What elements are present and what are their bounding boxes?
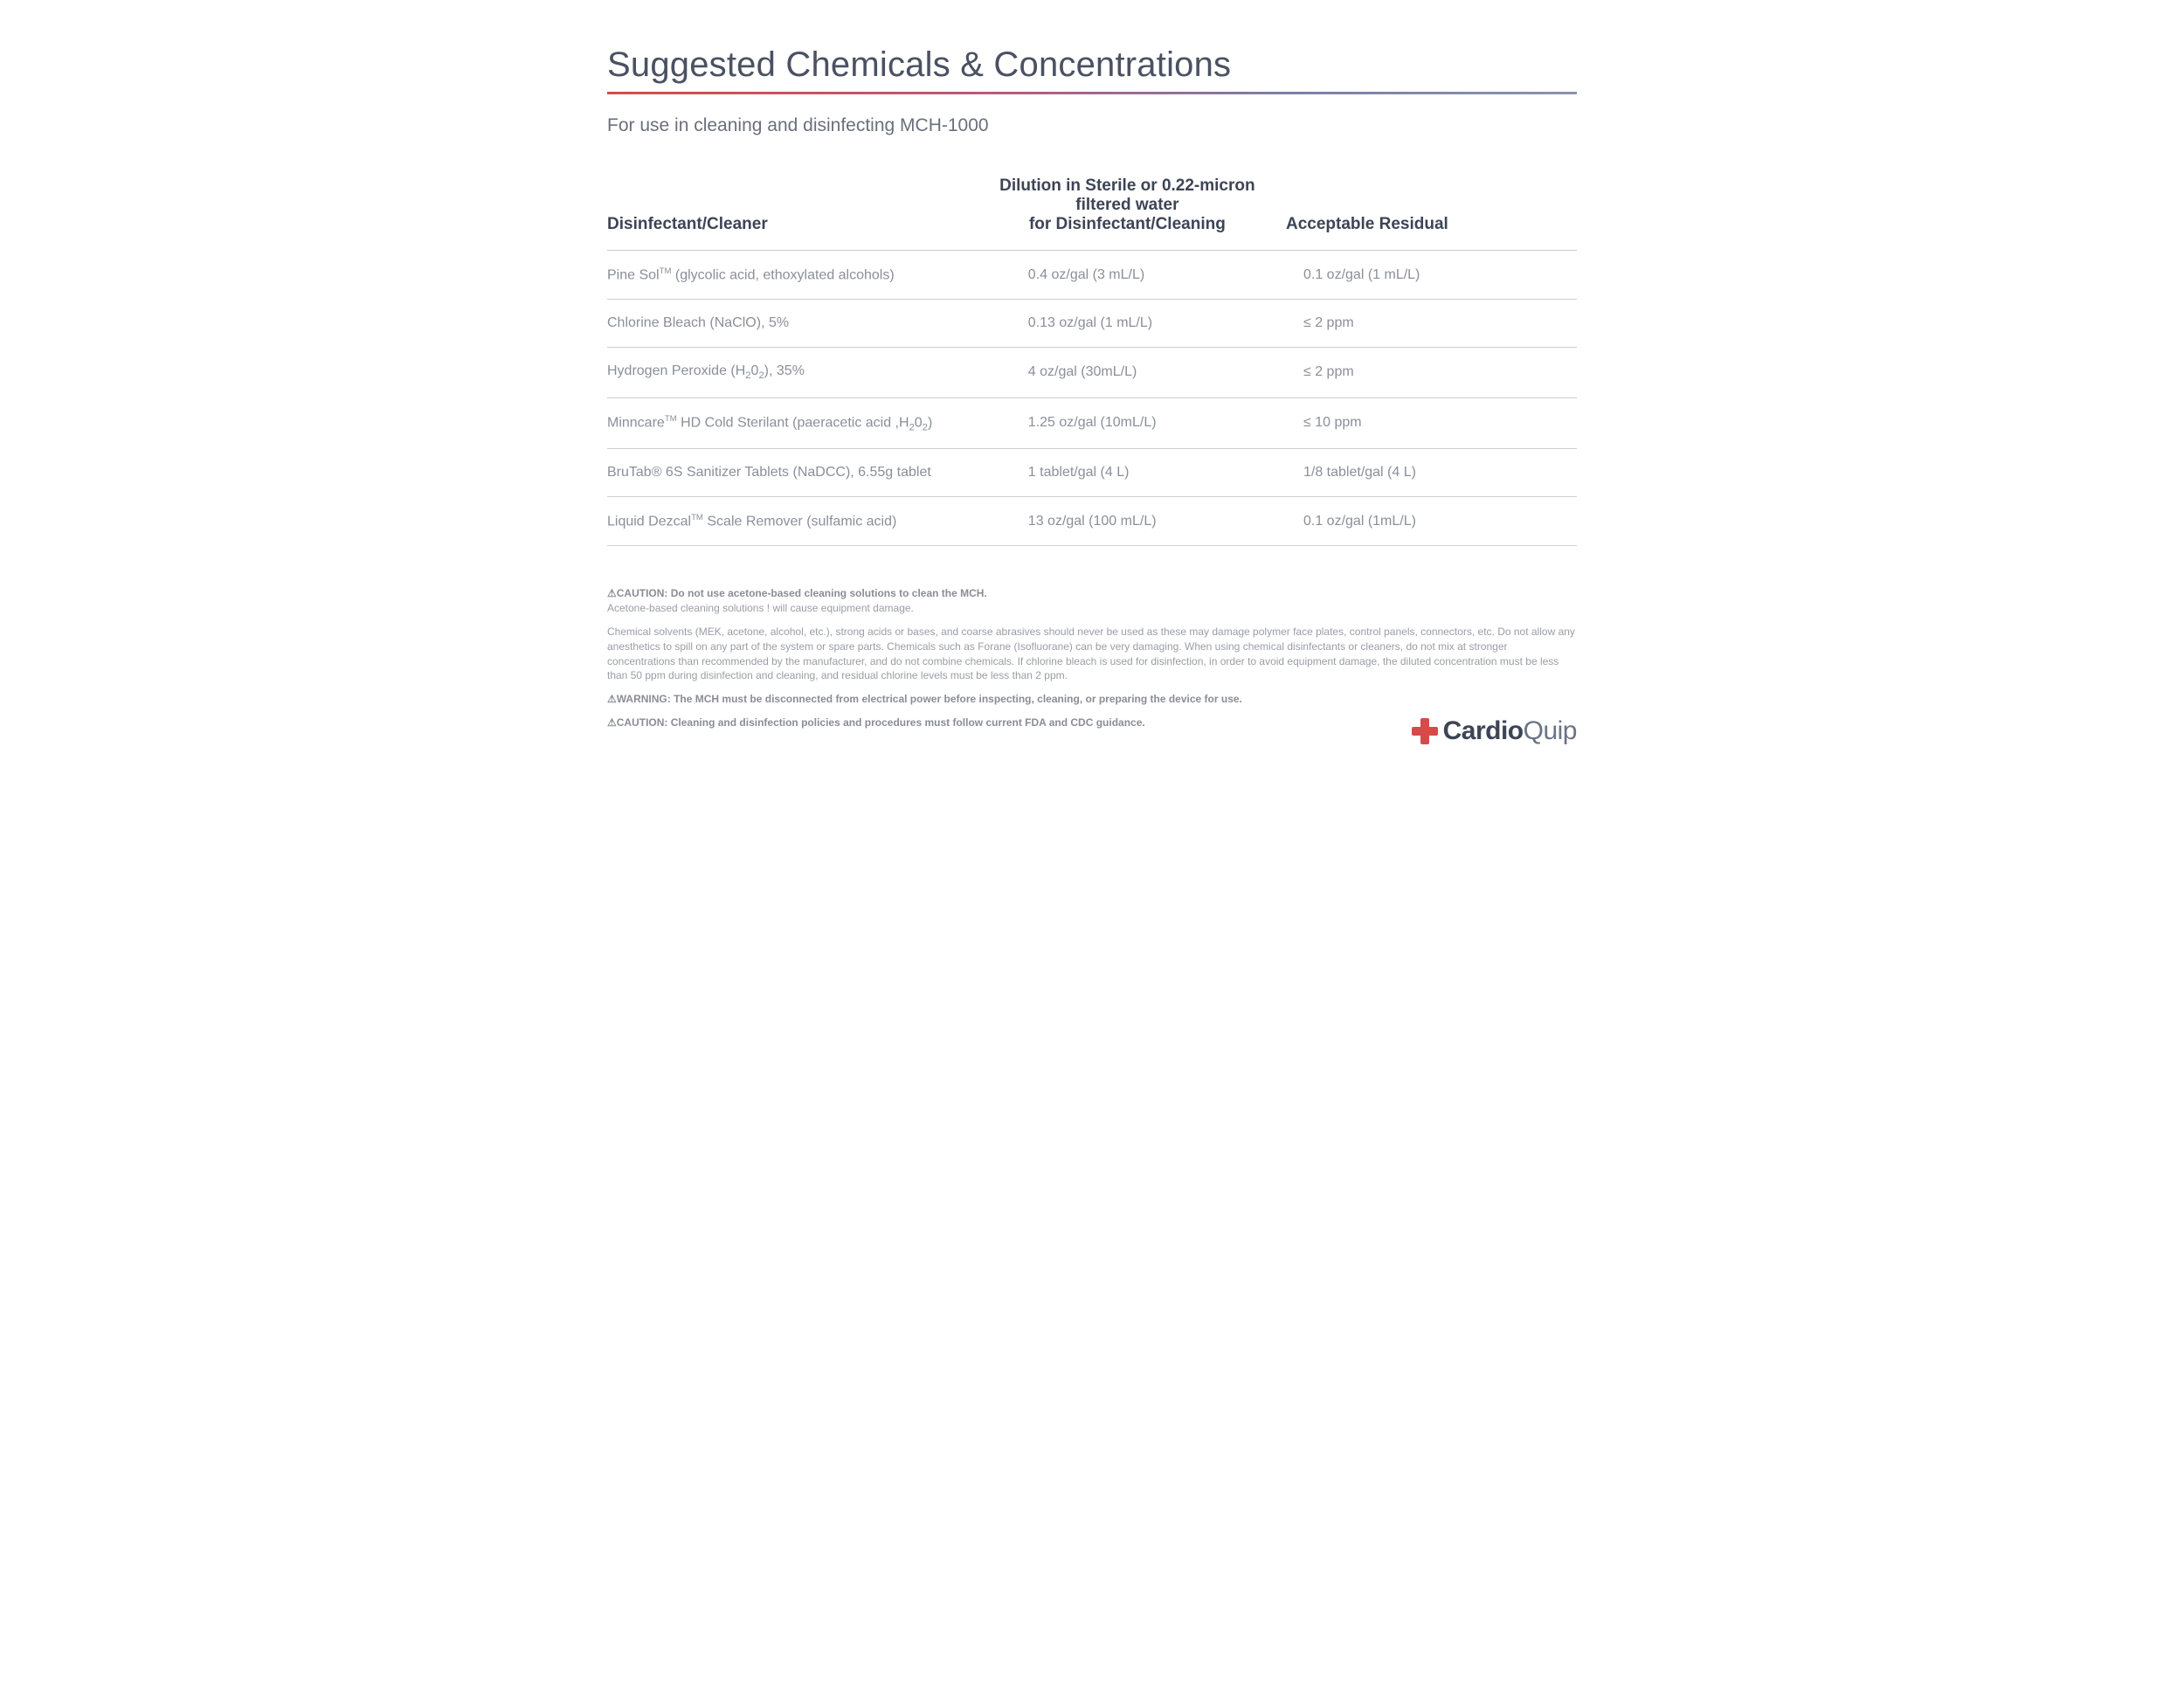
notes-paragraph: Chemical solvents (MEK, acetone, alcohol… — [607, 625, 1577, 683]
cell-residual: 0.1 oz/gal (1 mL/L) — [1286, 251, 1577, 300]
cell-residual: 0.1 oz/gal (1mL/L) — [1286, 497, 1577, 546]
cell-residual: ≤ 2 ppm — [1286, 300, 1577, 348]
table-row: Pine SolTM (glycolic acid, ethoxylated a… — [607, 251, 1577, 300]
page: Suggested Chemicals & Concentrations For… — [546, 0, 1638, 774]
brand-bold: Cardio — [1443, 716, 1524, 745]
cell-cleaner: Liquid DezcalTM Scale Remover (sulfamic … — [607, 497, 976, 546]
table-row: MinncareTM HD Cold Sterilant (paeracetic… — [607, 398, 1577, 449]
cell-residual: 1/8 tablet/gal (4 L) — [1286, 449, 1577, 497]
caution-1: ⚠CAUTION: Do not use acetone-based clean… — [607, 586, 1577, 616]
table-row: BruTab® 6S Sanitizer Tablets (NaDCC), 6.… — [607, 449, 1577, 497]
cell-dilution: 1.25 oz/gal (10mL/L) — [976, 398, 1286, 449]
cell-residual: ≤ 2 ppm — [1286, 348, 1577, 398]
brand-light: Quip — [1524, 716, 1577, 745]
chemicals-table: Disinfectant/Cleaner Dilution in Sterile… — [607, 171, 1577, 546]
page-subtitle: For use in cleaning and disinfecting MCH… — [607, 115, 1577, 136]
brand-text: CardioQuip — [1443, 716, 1577, 746]
cell-dilution: 1 tablet/gal (4 L) — [976, 449, 1286, 497]
cell-dilution: 0.4 oz/gal (3 mL/L) — [976, 251, 1286, 300]
cell-residual: ≤ 10 ppm — [1286, 398, 1577, 449]
caution-1-header: ⚠CAUTION: Do not use acetone-based clean… — [607, 587, 987, 599]
cell-dilution: 0.13 oz/gal (1 mL/L) — [976, 300, 1286, 348]
col-header-cleaner: Disinfectant/Cleaner — [607, 171, 976, 251]
notes-block: ⚠CAUTION: Do not use acetone-based clean… — [607, 586, 1577, 729]
table-header-row: Disinfectant/Cleaner Dilution in Sterile… — [607, 171, 1577, 251]
cell-dilution: 13 oz/gal (100 mL/L) — [976, 497, 1286, 546]
brand-logo: CardioQuip — [1412, 716, 1577, 746]
cell-cleaner: MinncareTM HD Cold Sterilant (paeracetic… — [607, 398, 976, 449]
plus-icon — [1412, 718, 1438, 744]
col-header-dilution: Dilution in Sterile or 0.22-micronfilter… — [976, 171, 1286, 251]
cell-cleaner: Hydrogen Peroxide (H202), 35% — [607, 348, 976, 398]
title-rule — [607, 92, 1577, 94]
table-row: Hydrogen Peroxide (H202), 35% 4 oz/gal (… — [607, 348, 1577, 398]
cell-cleaner: Chlorine Bleach (NaClO), 5% — [607, 300, 976, 348]
col-header-residual: Acceptable Residual — [1286, 171, 1577, 251]
cell-dilution: 4 oz/gal (30mL/L) — [976, 348, 1286, 398]
cell-cleaner: BruTab® 6S Sanitizer Tablets (NaDCC), 6.… — [607, 449, 976, 497]
caution-1-body: Acetone-based cleaning solutions ! will … — [607, 602, 914, 614]
cell-cleaner: Pine SolTM (glycolic acid, ethoxylated a… — [607, 251, 976, 300]
warning-line: ⚠WARNING: The MCH must be disconnected f… — [607, 692, 1577, 707]
table-row: Liquid DezcalTM Scale Remover (sulfamic … — [607, 497, 1577, 546]
page-title: Suggested Chemicals & Concentrations — [607, 45, 1577, 85]
table-row: Chlorine Bleach (NaClO), 5% 0.13 oz/gal … — [607, 300, 1577, 348]
table-body: Pine SolTM (glycolic acid, ethoxylated a… — [607, 251, 1577, 546]
